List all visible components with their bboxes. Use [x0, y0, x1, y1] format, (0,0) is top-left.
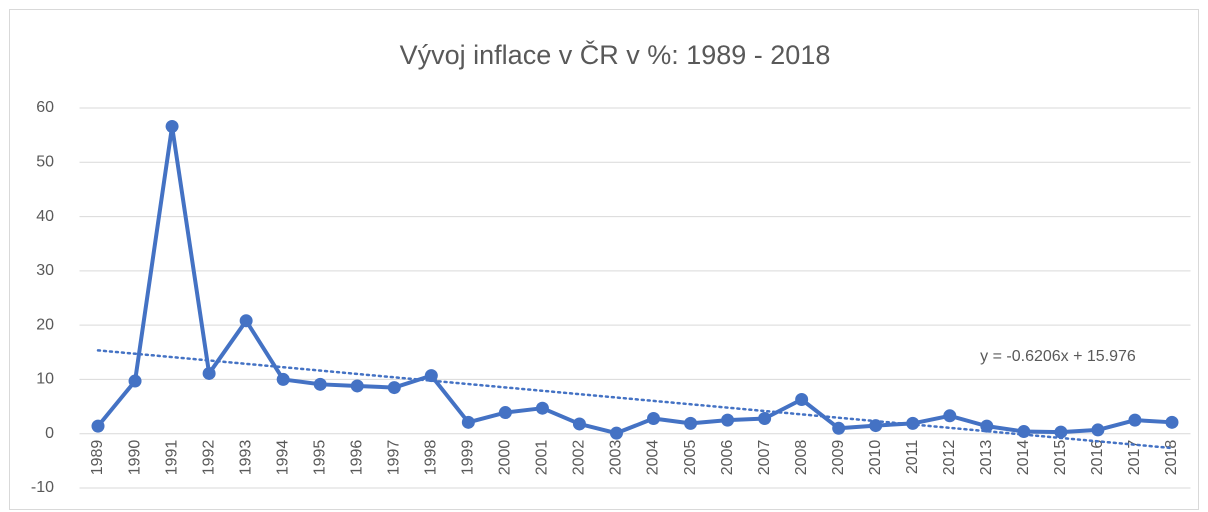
data-point: [943, 409, 957, 423]
x-tick-label: 1993: [237, 440, 254, 476]
y-tick-label: 20: [36, 316, 54, 333]
x-tick-label: 2012: [941, 440, 958, 476]
data-point: [869, 419, 883, 433]
data-point: [721, 413, 735, 427]
y-tick-label: 40: [36, 208, 54, 225]
data-point: [980, 419, 994, 433]
x-tick-label: 2018: [1163, 440, 1180, 476]
x-tick-label: 2002: [571, 440, 588, 476]
y-tick-label: 50: [36, 154, 54, 171]
data-point: [609, 426, 623, 440]
data-point: [276, 372, 290, 386]
x-tick-label: 2009: [830, 440, 847, 476]
data-point: [832, 421, 846, 435]
y-tick-label: -10: [31, 479, 54, 496]
x-tick-label: 2004: [645, 440, 662, 476]
x-tick-label: 1998: [423, 440, 440, 476]
x-tick-label: 2010: [867, 440, 884, 476]
x-tick-label: 1995: [311, 440, 328, 476]
data-point: [128, 374, 142, 388]
data-point: [1165, 415, 1179, 429]
data-point: [165, 119, 179, 133]
trendline-label: y = -0.6206x + 15.976: [980, 348, 1136, 365]
data-point: [202, 366, 216, 380]
data-point: [572, 417, 586, 431]
x-tick-label: 1991: [163, 440, 180, 476]
data-point: [498, 406, 512, 420]
x-tick-label: 2001: [534, 440, 551, 476]
data-point: [795, 393, 809, 407]
x-tick-label: 1997: [386, 440, 403, 476]
trendline: [96, 349, 1174, 450]
chart-title: Vývoj inflace v ČR v %: 1989 - 2018: [400, 39, 831, 70]
data-point: [535, 401, 549, 415]
data-point: [424, 369, 438, 383]
x-tick-label: 2007: [756, 440, 773, 476]
x-tick-label: 1989: [89, 440, 106, 476]
data-point: [1128, 413, 1142, 427]
data-point: [758, 412, 772, 426]
data-point: [906, 416, 920, 430]
x-tick-label: 2000: [497, 440, 514, 476]
x-tick-label: 2008: [793, 440, 810, 476]
x-tick-label: 2006: [719, 440, 736, 476]
data-point: [1054, 425, 1068, 439]
y-tick-label: 0: [45, 425, 54, 442]
data-point: [1017, 425, 1031, 439]
x-tick-label: 2011: [904, 440, 921, 475]
data-point: [91, 419, 105, 433]
x-tick-label: 2005: [682, 440, 699, 476]
x-tick-label: 2016: [1089, 440, 1106, 476]
data-point: [239, 314, 253, 328]
data-point: [1091, 423, 1105, 437]
x-tick-label: 1996: [348, 440, 365, 476]
x-tick-label: 2017: [1126, 440, 1143, 476]
x-tick-label: 1999: [460, 440, 477, 476]
x-tick-label: 1994: [274, 440, 291, 476]
x-tick-label: 2014: [1015, 440, 1032, 476]
data-point: [350, 379, 364, 393]
data-point: [387, 381, 401, 395]
y-tick-label: 10: [36, 371, 54, 388]
x-tick-label: 2013: [978, 440, 995, 476]
y-tick-label: 60: [36, 99, 54, 116]
data-point: [461, 415, 475, 429]
data-point: [313, 377, 327, 391]
y-tick-label: 30: [36, 262, 54, 279]
data-point: [647, 412, 661, 426]
x-tick-label: 2015: [1052, 440, 1069, 476]
x-tick-label: 1992: [200, 440, 217, 476]
x-tick-label: 2003: [608, 440, 625, 476]
data-point: [684, 416, 698, 430]
x-tick-label: 1990: [126, 440, 143, 476]
